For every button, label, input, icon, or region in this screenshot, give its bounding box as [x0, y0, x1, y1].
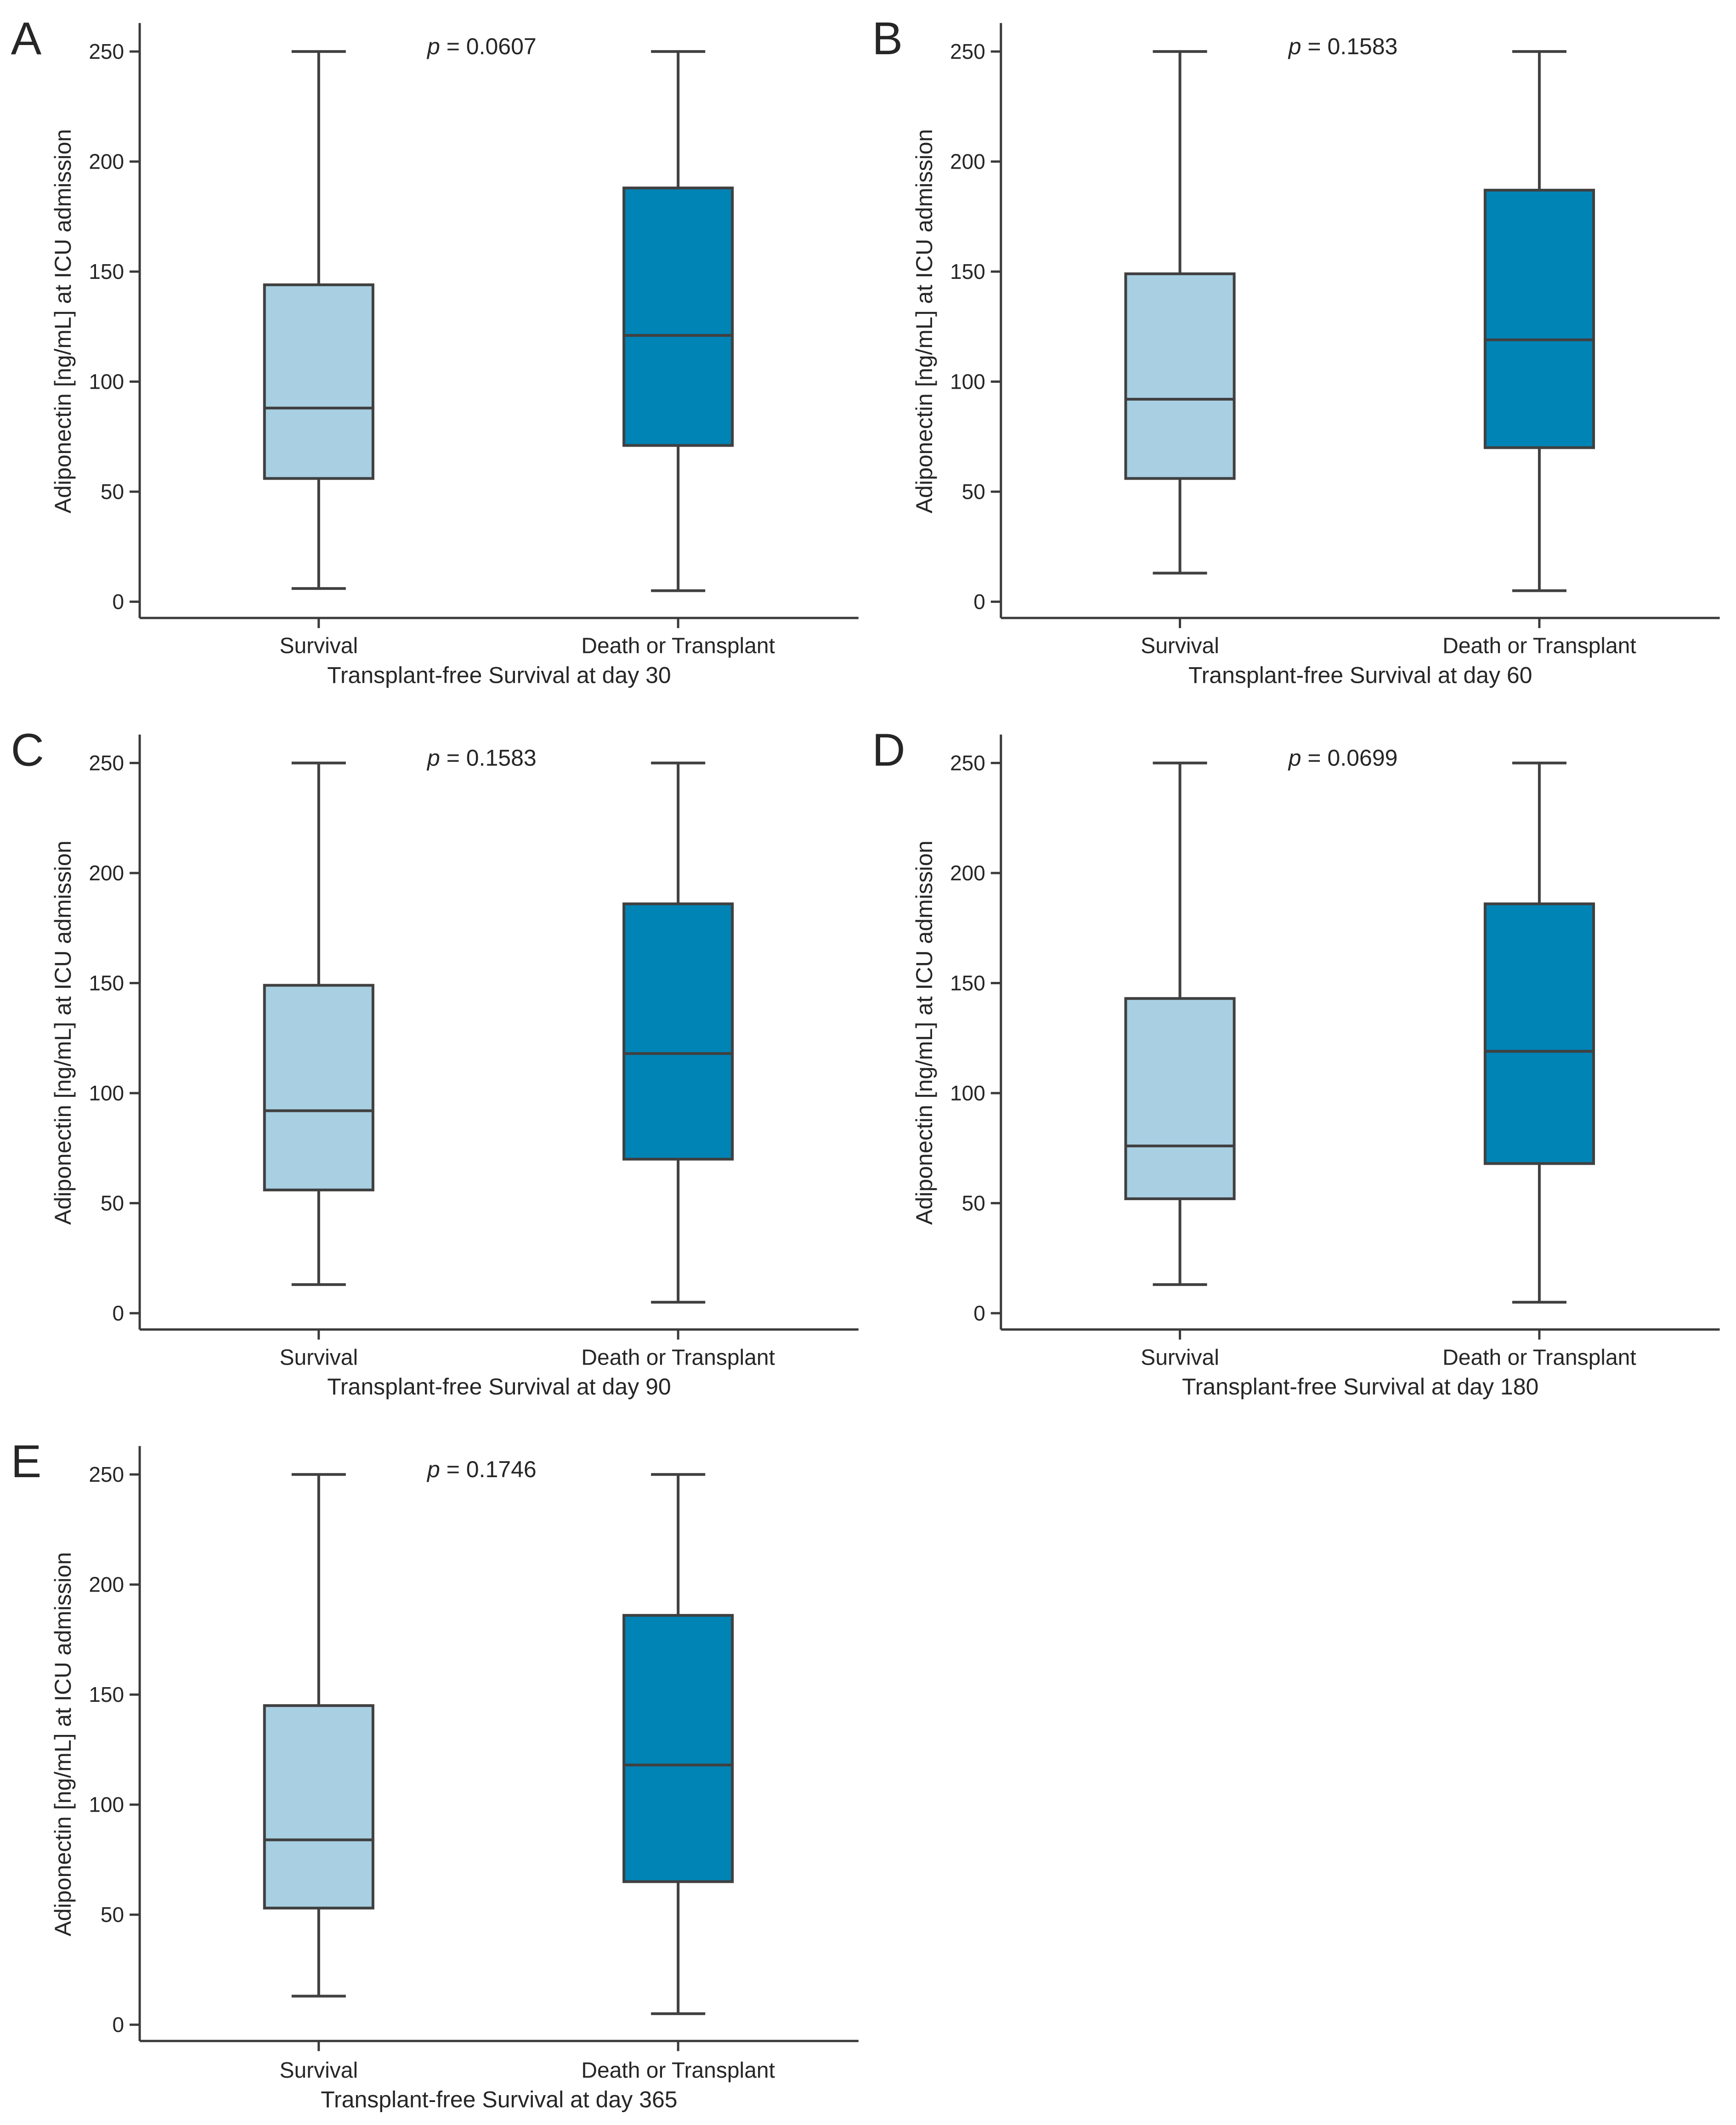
- x-axis-title: Transplant-free Survival at day 60: [1188, 663, 1532, 688]
- x-tick-label: Death or Transplant: [1442, 634, 1636, 658]
- box-survival: [263, 761, 374, 1286]
- y-tick-label: 0: [112, 590, 124, 614]
- p-value: = 0.1583: [440, 745, 537, 771]
- p-symbol: p: [426, 1456, 440, 1482]
- y-tick-label: 0: [973, 590, 985, 614]
- y-tick-label: 250: [89, 751, 124, 775]
- x-axis-title: Transplant-free Survival at day 90: [327, 1374, 671, 1400]
- y-tick-label: 200: [950, 150, 985, 174]
- x-tick-label: Survival: [279, 1345, 358, 1370]
- x-tick-label: Death or Transplant: [581, 634, 775, 658]
- x-axis-title: Transplant-free Survival at day 365: [321, 2087, 677, 2113]
- y-axis-title: Adiponectin [ng/mL] at ICU admission: [911, 129, 937, 514]
- y-tick-label: 200: [89, 150, 124, 174]
- y-tick-label: 100: [950, 1081, 985, 1105]
- panel-letter: D: [872, 725, 905, 776]
- p-symbol: p: [426, 34, 440, 59]
- iqr-box: [263, 283, 374, 480]
- box-death-or-transplant: [1483, 50, 1595, 592]
- y-tick-label: 50: [962, 1191, 985, 1215]
- iqr-box: [1124, 272, 1236, 480]
- x-tick-label: Death or Transplant: [1442, 1345, 1636, 1370]
- p-value-label: p = 0.1746: [426, 1456, 537, 1482]
- iqr-box: [622, 902, 734, 1161]
- y-tick-label: 150: [950, 260, 985, 283]
- y-axis-title: Adiponectin [ng/mL] at ICU admission: [50, 1552, 76, 1937]
- y-tick-label: 50: [101, 1191, 124, 1215]
- panel-letter: A: [11, 13, 42, 64]
- x-tick-label: Death or Transplant: [581, 2058, 775, 2083]
- y-tick-label: 0: [112, 1301, 124, 1325]
- box-death-or-transplant: [622, 761, 734, 1304]
- y-tick-label: 100: [89, 1793, 124, 1817]
- y-tick-label: 50: [962, 480, 985, 504]
- x-tick-label: Death or Transplant: [581, 1345, 775, 1370]
- iqr-box: [1483, 902, 1595, 1165]
- y-tick-label: 50: [101, 480, 124, 504]
- box-death-or-transplant: [622, 1473, 734, 2015]
- panel-letter: B: [872, 13, 903, 64]
- x-axis-title: Transplant-free Survival at day 180: [1182, 1374, 1538, 1400]
- y-tick-label: 100: [950, 370, 985, 394]
- y-tick-label: 200: [89, 1573, 124, 1597]
- iqr-box: [1483, 188, 1595, 449]
- x-tick-label: Survival: [279, 2058, 358, 2083]
- y-tick-label: 100: [89, 1081, 124, 1105]
- box-death-or-transplant: [622, 50, 734, 592]
- x-axis-title: Transplant-free Survival at day 30: [327, 663, 671, 688]
- y-tick-label: 150: [89, 971, 124, 995]
- y-tick-label: 150: [89, 1683, 124, 1706]
- p-symbol: p: [426, 745, 440, 771]
- y-tick-label: 0: [973, 1301, 985, 1325]
- y-tick-label: 0: [112, 2013, 124, 2037]
- box-survival: [263, 1473, 374, 1998]
- box-death-or-transplant: [1483, 761, 1595, 1304]
- y-tick-label: 250: [89, 40, 124, 63]
- p-value-label: p = 0.0699: [1288, 745, 1398, 771]
- p-symbol: p: [1288, 745, 1301, 771]
- p-value: = 0.0607: [440, 34, 537, 59]
- x-tick-label: Survival: [1141, 634, 1219, 658]
- p-value: = 0.0699: [1301, 745, 1398, 771]
- y-tick-label: 200: [950, 861, 985, 885]
- p-value-label: p = 0.1583: [426, 745, 537, 771]
- panel-letter: C: [11, 725, 44, 776]
- y-tick-label: 150: [89, 260, 124, 283]
- p-symbol: p: [1288, 34, 1301, 59]
- y-axis-title: Adiponectin [ng/mL] at ICU admission: [911, 840, 937, 1225]
- box-survival: [1124, 761, 1236, 1286]
- y-tick-label: 150: [950, 971, 985, 995]
- iqr-box: [1124, 997, 1236, 1201]
- box-survival: [1124, 50, 1236, 575]
- iqr-box: [263, 984, 374, 1191]
- p-value: = 0.1746: [440, 1456, 537, 1482]
- iqr-box: [263, 1704, 374, 1910]
- y-tick-label: 250: [950, 40, 985, 63]
- y-tick-label: 250: [89, 1462, 124, 1486]
- p-value: = 0.1583: [1301, 34, 1398, 59]
- box-survival: [263, 50, 374, 590]
- x-tick-label: Survival: [279, 634, 358, 658]
- y-axis-title: Adiponectin [ng/mL] at ICU admission: [50, 840, 76, 1225]
- x-tick-label: Survival: [1141, 1345, 1219, 1370]
- p-value-label: p = 0.0607: [426, 34, 537, 59]
- iqr-box: [622, 187, 734, 447]
- y-tick-label: 200: [89, 861, 124, 885]
- y-axis-title: Adiponectin [ng/mL] at ICU admission: [50, 129, 76, 514]
- iqr-box: [622, 1614, 734, 1883]
- p-value-label: p = 0.1583: [1288, 34, 1398, 59]
- y-tick-label: 100: [89, 370, 124, 394]
- y-tick-label: 50: [101, 1903, 124, 1927]
- panel-letter: E: [11, 1436, 42, 1487]
- y-tick-label: 250: [950, 751, 985, 775]
